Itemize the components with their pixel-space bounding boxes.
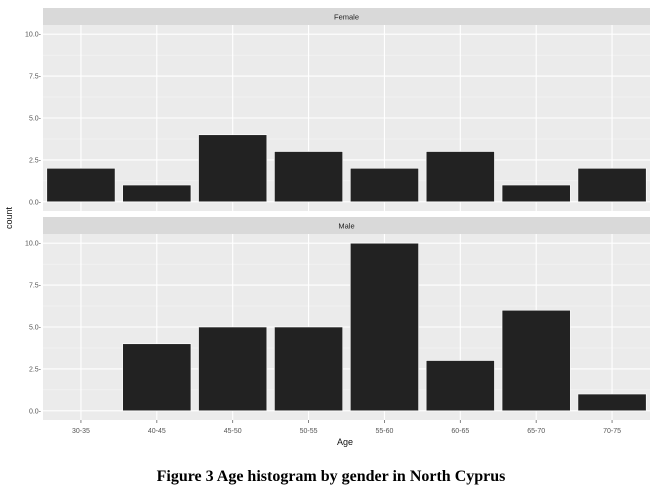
bar-female-40-45 (122, 184, 192, 203)
y-tick-label: 5.0- (29, 325, 42, 332)
bar-male-70-75 (577, 393, 647, 412)
y-tick-label: 7.5- (29, 74, 42, 81)
y-axis-title: count (4, 206, 14, 229)
bar-female-45-50 (198, 134, 268, 203)
bar-male-55-60 (349, 242, 419, 412)
x-tick-label: 55-60 (375, 428, 393, 435)
bar-female-55-60 (349, 167, 419, 203)
y-tick-label: 2.5- (29, 157, 42, 164)
bar-female-65-70 (501, 184, 571, 203)
bar-male-45-50 (198, 326, 268, 412)
x-tick-label: 30-35 (72, 428, 90, 435)
bar-male-65-70 (501, 309, 571, 412)
facet-strip-label: Male (338, 222, 354, 231)
facet-strip (43, 217, 650, 234)
x-axis-title: Age (337, 437, 353, 447)
x-tick-label: 60-65 (451, 428, 469, 435)
bar-female-30-35 (46, 167, 116, 203)
y-tick-label: 2.5- (29, 366, 42, 373)
facet-strip (43, 8, 650, 25)
y-tick-label: 7.5- (29, 283, 42, 290)
age-histogram-chart: Female 0.0- 2.5- 5.0- 7.5- 10.0- Male 0.0- 2.5- 5… (4, 8, 650, 447)
facet-male: Male 0.0- 2.5- 5.0- 7.5- 10.0- (25, 217, 650, 420)
bar-male-40-45 (122, 343, 192, 412)
facets-layer: Female 0.0- 2.5- 5.0- 7.5- 10.0- Male 0.0- 2.5- 5… (25, 8, 650, 435)
facet-strip-label: Female (334, 13, 359, 22)
bar-female-50-55 (274, 151, 344, 203)
y-tick-label: 0.0- (29, 408, 42, 415)
bar-female-60-65 (425, 151, 495, 203)
bar-male-60-65 (425, 360, 495, 412)
x-tick-label: 50-55 (300, 428, 318, 435)
x-tick-label: 45-50 (224, 428, 242, 435)
y-tick-label: 10.0- (25, 32, 42, 39)
x-tick-label: 70-75 (603, 428, 621, 435)
x-tick-label: 65-70 (527, 428, 545, 435)
y-tick-label: 0.0- (29, 199, 42, 206)
facet-female: Female 0.0- 2.5- 5.0- 7.5- 10.0- (25, 8, 650, 211)
y-tick-label: 5.0- (29, 116, 42, 123)
figure-caption: Figure 3 Age histogram by gender in Nort… (156, 468, 506, 485)
bar-female-70-75 (577, 167, 647, 203)
bar-male-50-55 (274, 326, 344, 412)
y-tick-label: 10.0- (25, 241, 42, 248)
x-tick-label: 40-45 (148, 428, 166, 435)
